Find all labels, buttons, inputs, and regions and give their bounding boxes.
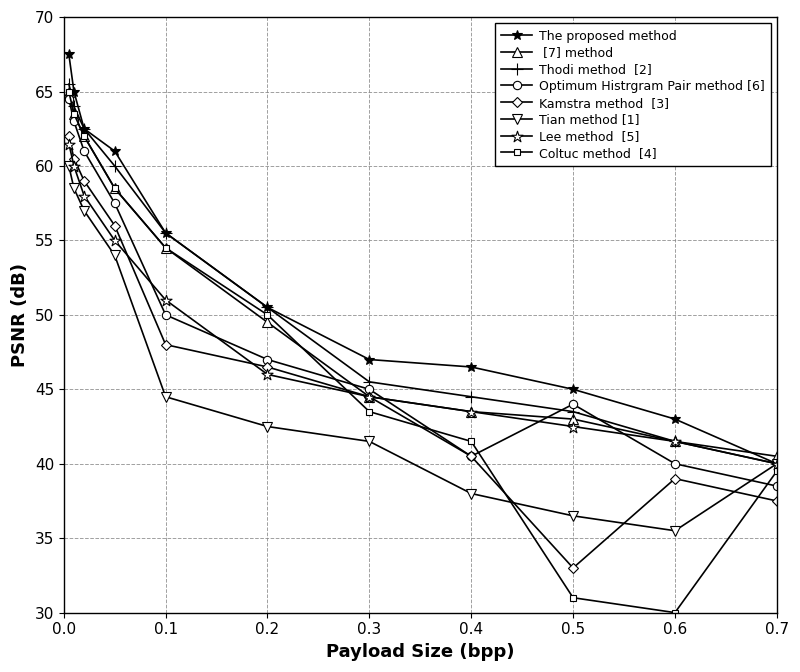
Thodi method  [2]	[568, 408, 578, 416]
Lee method  [5]	[365, 392, 374, 401]
Line: Lee method  [5]: Lee method [5]	[63, 138, 782, 469]
Kamstra method  [3]	[262, 363, 272, 371]
Tian method [1]	[79, 206, 89, 214]
Thodi method  [2]	[365, 378, 374, 386]
Kamstra method  [3]	[161, 341, 170, 349]
The proposed method	[110, 147, 119, 155]
Line: Optimum Histrgram Pair method [6]: Optimum Histrgram Pair method [6]	[65, 95, 781, 491]
Line: Thodi method  [2]: Thodi method [2]	[63, 79, 782, 469]
Lee method  [5]	[568, 423, 578, 431]
Thodi method  [2]	[64, 80, 74, 88]
Line: Tian method [1]: Tian method [1]	[64, 161, 782, 536]
The proposed method	[69, 87, 78, 95]
Coltuc method  [4]	[161, 244, 170, 252]
Lee method  [5]	[670, 437, 680, 446]
Tian method [1]	[365, 437, 374, 446]
Y-axis label: PSNR (dB): PSNR (dB)	[11, 263, 29, 367]
 [7] method	[64, 87, 74, 95]
Optimum Histrgram Pair method [6]	[161, 311, 170, 319]
Lee method  [5]	[161, 296, 170, 304]
Tian method [1]	[466, 489, 476, 497]
Lee method  [5]	[466, 408, 476, 416]
Kamstra method  [3]	[670, 474, 680, 482]
Coltuc method  [4]	[110, 184, 119, 192]
Tian method [1]	[64, 162, 74, 170]
Line:  [7] method: [7] method	[64, 87, 782, 461]
The proposed method	[79, 125, 89, 133]
Line: Kamstra method  [3]: Kamstra method [3]	[66, 133, 780, 571]
Optimum Histrgram Pair method [6]	[365, 385, 374, 393]
Kamstra method  [3]	[365, 392, 374, 401]
The proposed method	[772, 460, 782, 468]
Lee method  [5]	[64, 140, 74, 148]
Tian method [1]	[568, 512, 578, 520]
 [7] method	[772, 452, 782, 460]
The proposed method	[64, 50, 74, 58]
Thodi method  [2]	[262, 303, 272, 311]
Kamstra method  [3]	[772, 497, 782, 505]
Kamstra method  [3]	[79, 177, 89, 185]
Coltuc method  [4]	[670, 609, 680, 617]
Coltuc method  [4]	[365, 408, 374, 416]
 [7] method	[568, 415, 578, 423]
Optimum Histrgram Pair method [6]	[69, 118, 78, 126]
 [7] method	[79, 132, 89, 140]
Lee method  [5]	[772, 460, 782, 468]
Optimum Histrgram Pair method [6]	[262, 355, 272, 364]
Thodi method  [2]	[772, 460, 782, 468]
 [7] method	[670, 437, 680, 446]
Thodi method  [2]	[466, 392, 476, 401]
 [7] method	[161, 244, 170, 252]
The proposed method	[670, 415, 680, 423]
Lee method  [5]	[262, 370, 272, 378]
Tian method [1]	[69, 184, 78, 192]
Thodi method  [2]	[69, 102, 78, 110]
Thodi method  [2]	[110, 162, 119, 170]
The proposed method	[365, 355, 374, 364]
Thodi method  [2]	[161, 229, 170, 237]
Coltuc method  [4]	[772, 467, 782, 475]
Lee method  [5]	[69, 162, 78, 170]
Lee method  [5]	[110, 237, 119, 245]
Tian method [1]	[670, 527, 680, 535]
Optimum Histrgram Pair method [6]	[568, 400, 578, 408]
Kamstra method  [3]	[568, 564, 578, 572]
Legend: The proposed method,  [7] method, Thodi method  [2], Optimum Histrgram Pair meth: The proposed method, [7] method, Thodi m…	[495, 24, 770, 166]
Tian method [1]	[262, 423, 272, 431]
Tian method [1]	[772, 460, 782, 468]
Thodi method  [2]	[79, 125, 89, 133]
Thodi method  [2]	[670, 437, 680, 446]
Optimum Histrgram Pair method [6]	[64, 95, 74, 103]
Tian method [1]	[161, 392, 170, 401]
 [7] method	[466, 408, 476, 416]
Coltuc method  [4]	[69, 110, 78, 118]
The proposed method	[568, 385, 578, 393]
X-axis label: Payload Size (bpp): Payload Size (bpp)	[326, 643, 514, 661]
Coltuc method  [4]	[64, 87, 74, 95]
 [7] method	[69, 110, 78, 118]
Kamstra method  [3]	[110, 222, 119, 230]
The proposed method	[161, 229, 170, 237]
Coltuc method  [4]	[262, 311, 272, 319]
Optimum Histrgram Pair method [6]	[466, 452, 476, 460]
 [7] method	[365, 392, 374, 401]
Coltuc method  [4]	[466, 437, 476, 446]
The proposed method	[262, 303, 272, 311]
Coltuc method  [4]	[79, 132, 89, 140]
Kamstra method  [3]	[69, 155, 78, 163]
Optimum Histrgram Pair method [6]	[79, 147, 89, 155]
Tian method [1]	[110, 251, 119, 259]
Line: The proposed method: The proposed method	[64, 50, 782, 468]
Kamstra method  [3]	[64, 132, 74, 140]
The proposed method	[466, 363, 476, 371]
Line: Coltuc method  [4]: Coltuc method [4]	[66, 88, 780, 616]
Optimum Histrgram Pair method [6]	[772, 482, 782, 490]
Lee method  [5]	[79, 192, 89, 200]
Optimum Histrgram Pair method [6]	[110, 199, 119, 207]
 [7] method	[110, 184, 119, 192]
Optimum Histrgram Pair method [6]	[670, 460, 680, 468]
Kamstra method  [3]	[466, 452, 476, 460]
Coltuc method  [4]	[568, 593, 578, 601]
 [7] method	[262, 319, 272, 327]
